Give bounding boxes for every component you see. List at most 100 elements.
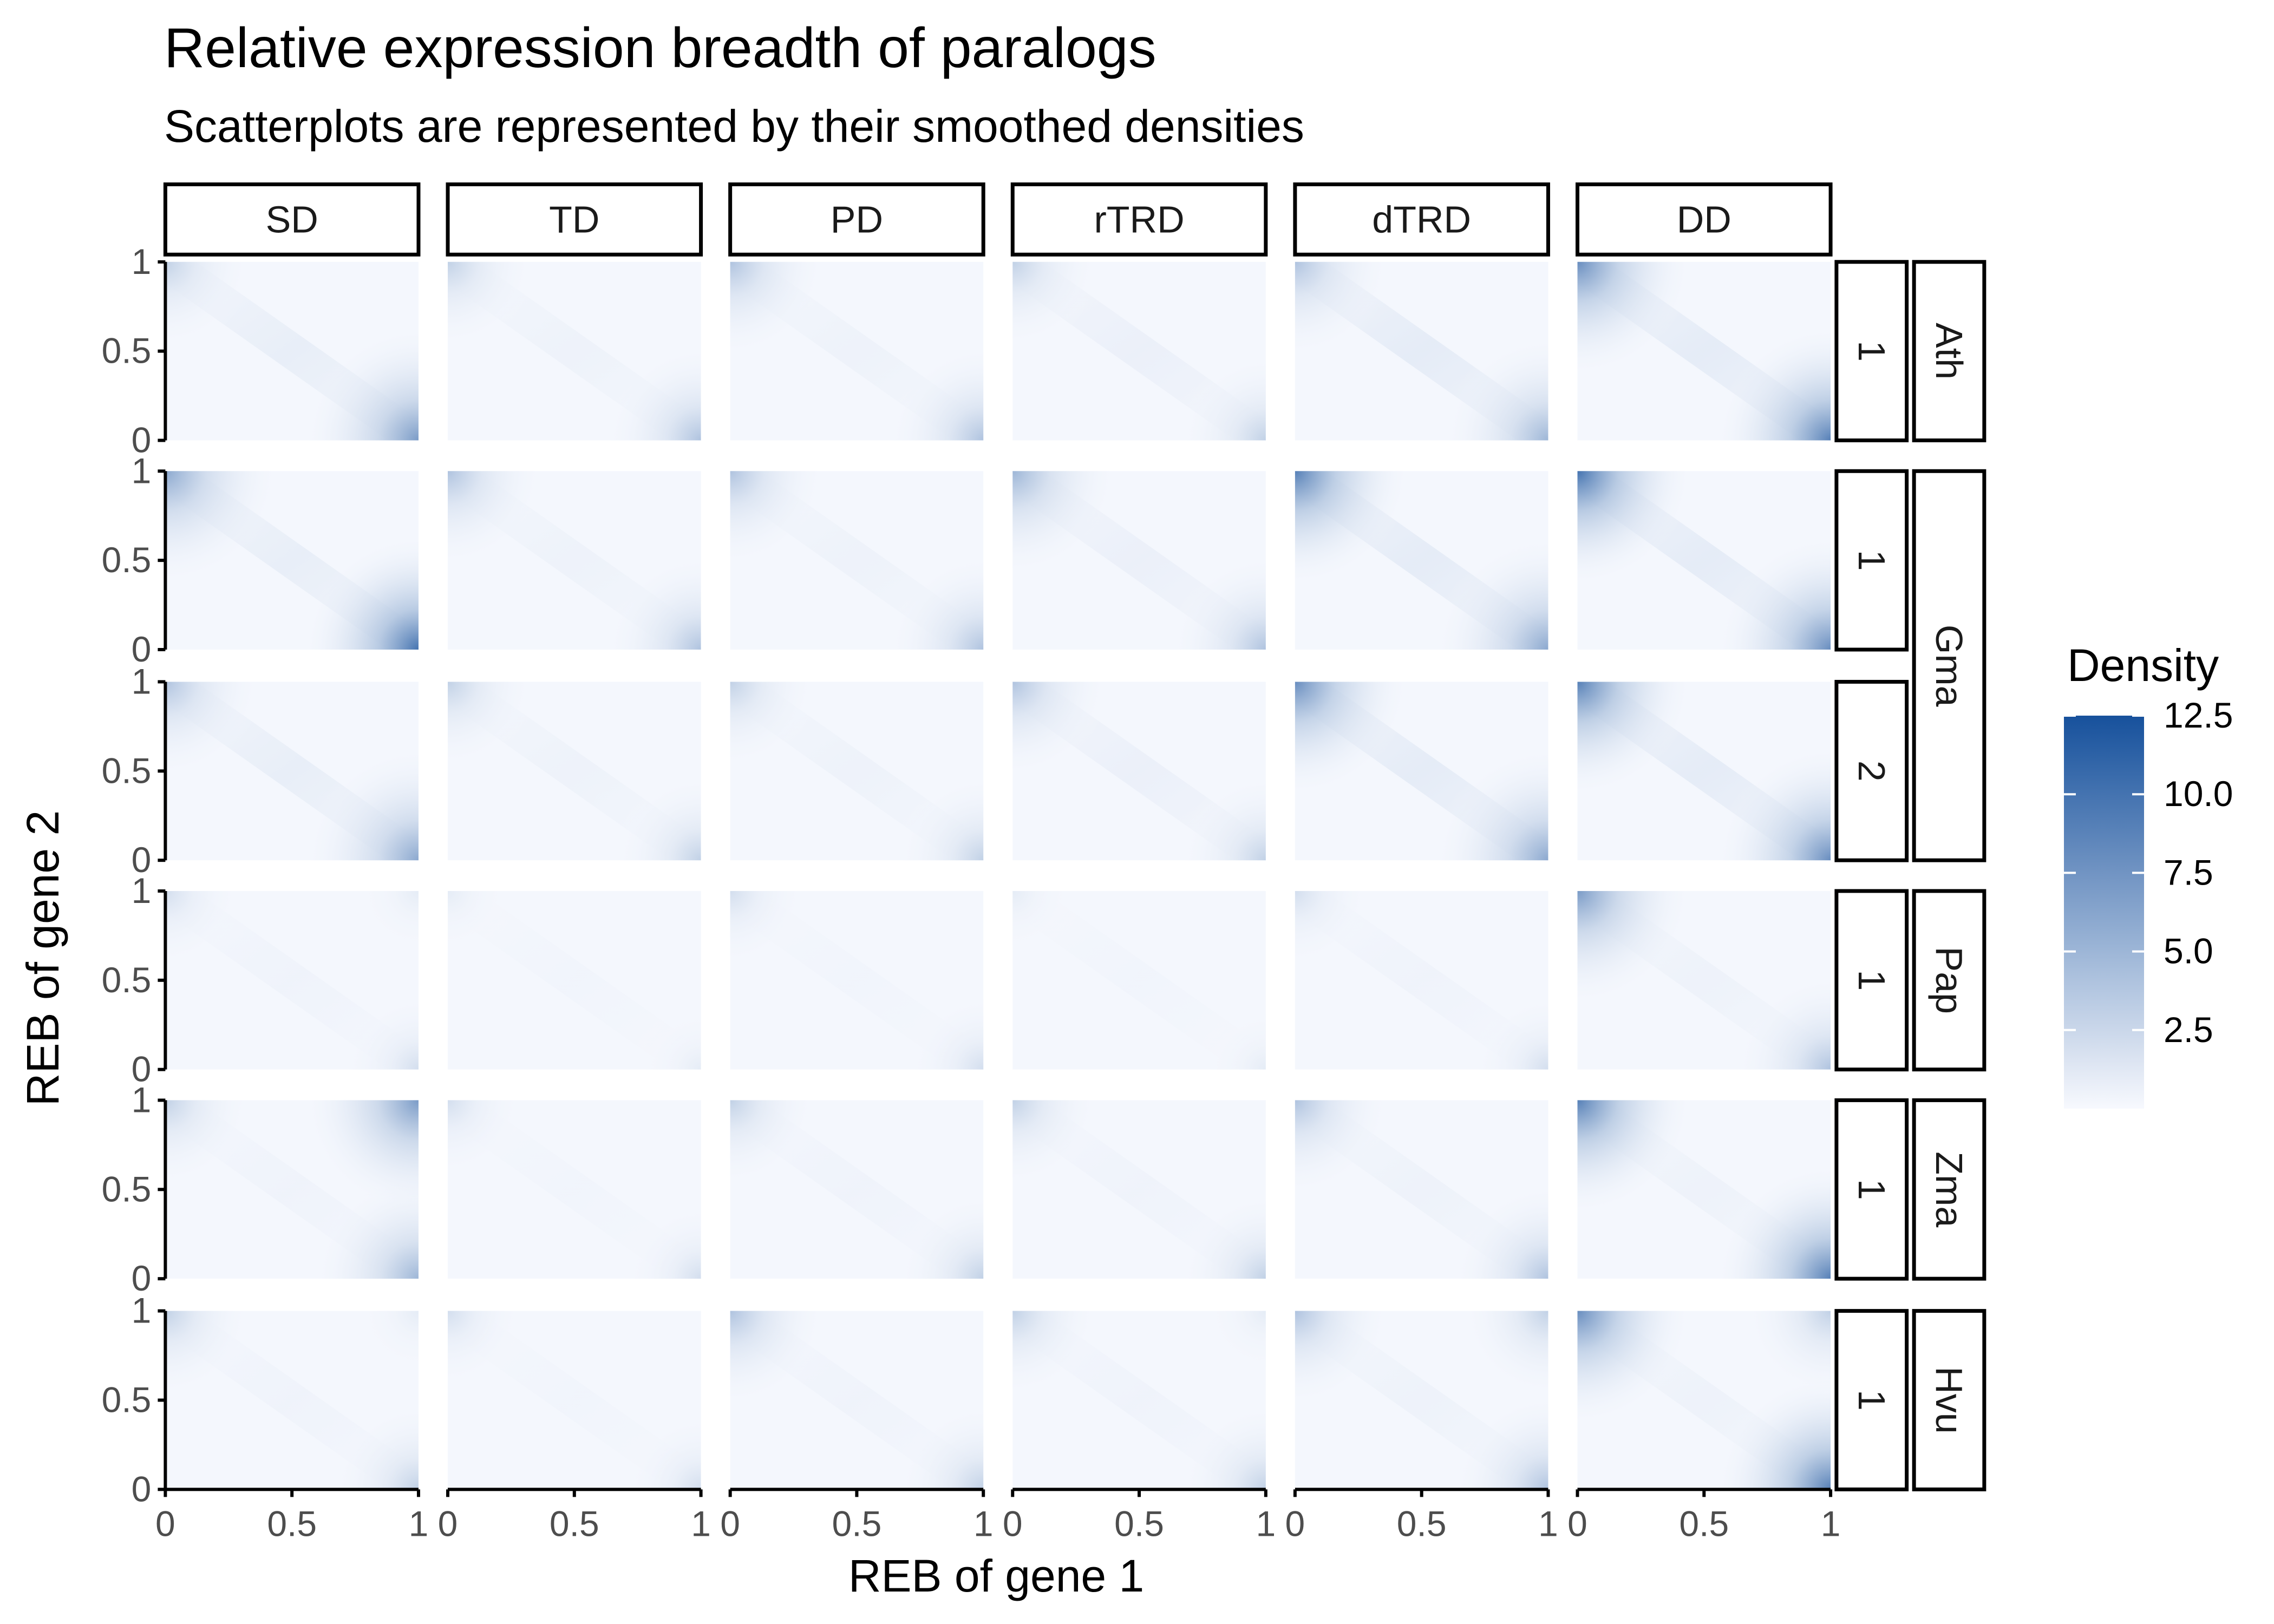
density-legend: Density 2.5 5.0 7.5 10.0 12.5 [2064,640,2233,1109]
density-peak-top-left [1295,890,1376,972]
y-tick-label: 0.5 [102,960,152,1000]
density-peak-top-left [1295,261,1394,361]
y-tick-label: 0.5 [102,331,152,371]
strip-box [1912,889,1987,1072]
panel-rTRD-Hvu-1 [1012,1311,1266,1490]
y-tick-label: 1 [132,870,152,911]
density-peak-top-left [730,890,811,972]
panel-rTRD-Gma-1 [1012,471,1266,650]
y-tick-label: 0 [132,629,152,669]
y-axis-row-3: 00.51 [102,870,167,1089]
cluster-strip-Ath-1: 1 [1834,260,1909,443]
panel-SD-Gma-2 [165,682,419,861]
x-tick-label: 0.5 [1679,1503,1729,1543]
x-axis-rTRD: 0 0.5 1 [1003,1488,1276,1543]
density-peak-bottom-right [885,342,984,441]
density-peak-bottom-right [894,1189,984,1279]
strip-box [1834,889,1909,1072]
y-tick-label: 0.5 [102,1379,152,1419]
species-strip-Pap: Pap [1912,889,1987,1072]
cluster-strip-Gma-2: 2 [1834,679,1909,862]
density-peak-top-right [1741,1311,1831,1400]
density-peak-top-left [448,682,537,771]
x-tick-label: 0 [438,1503,458,1543]
density-peak-bottom-right [1714,324,1831,441]
density-peak-top-left [730,261,828,361]
panel-TD-Pap-1 [448,890,701,1070]
density-peak-bottom-right [1714,533,1831,650]
density-peak-top-left [165,1311,255,1400]
panel-dTRD-Hvu-1 [1295,1311,1548,1490]
panel-DD-Hvu-1 [1577,1311,1831,1490]
density-peak-top-left [1577,682,1694,798]
x-tick-label: 1 [1538,1503,1558,1543]
species-strip-label: Hvu [1928,1366,1970,1433]
density-peak-top-right [1194,1311,1266,1383]
column-strip-label: rTRD [1094,198,1184,240]
column-strip-label: TD [549,198,599,240]
density-peak-bottom-right [603,551,701,650]
density-peak-top-left [165,261,255,351]
density-peak-bottom-right [1177,771,1266,861]
panel-DD-Gma-1 [1577,471,1831,650]
y-tick-label: 1 [132,1079,152,1119]
density-peak-top-right [1459,1311,1548,1400]
density-peak-top-left [1577,1311,1694,1427]
x-tick-label: 0 [1285,1503,1305,1543]
x-tick-label: 1 [973,1503,994,1543]
species-strip-Hvu: Hvu [1912,1309,1987,1491]
strip-box [1834,1309,1909,1491]
column-strip-label: SD [266,198,318,240]
density-peak-top-left [448,471,546,569]
legend-tick-label: 12.5 [2164,695,2233,735]
panel-PD-Gma-2 [730,682,984,861]
x-tick-label: 0.5 [1114,1503,1164,1543]
panel-DD-Gma-2 [1577,682,1831,861]
strip-box [1912,1098,1987,1281]
legend-tick-label: 7.5 [2164,852,2213,892]
x-tick-label: 0 [1567,1503,1587,1543]
density-peak-top-left [1012,471,1120,579]
density-peak-top-left [448,1311,528,1391]
strip-box [1912,1309,1987,1491]
density-peak-top-left [1012,682,1111,780]
species-strip-label: Ath [1928,323,1970,379]
density-peak-bottom-right [620,1198,701,1279]
panel-dTRD-Pap-1 [1295,890,1548,1070]
density-peak-bottom-right [894,771,984,861]
strip-box [1912,469,1987,862]
strip-box [1834,469,1909,652]
x-axis-SD: 0 0.5 1 [155,1488,428,1543]
density-peak-top-left [1295,682,1412,798]
column-strip-DD: DD [1576,182,1833,257]
density-peak-top-right [302,1100,419,1216]
panel-rTRD-Gma-2 [1012,682,1266,861]
x-tick-label: 0.5 [832,1503,882,1543]
density-peak-top-left [448,890,519,962]
cluster-strip-label: 1 [1851,970,1893,991]
density-peak-bottom-right [302,533,419,650]
column-strip-dTRD: dTRD [1293,182,1550,257]
density-peak-top-left [165,1100,255,1190]
density-peak-bottom-right [903,989,984,1070]
x-tick-label: 1 [691,1503,711,1543]
strip-box [1576,182,1833,257]
density-peak-top-left [730,1100,820,1190]
panel-DD-Ath-1 [1577,261,1831,441]
density-peak-top-left [1295,471,1412,587]
diagonal-band [1012,890,1266,1070]
panel-PD-Gma-1 [730,471,984,650]
y-axis-row-5: 00.51 [102,1291,167,1509]
density-peak-top-left [1577,471,1694,587]
x-tick-label: 0 [1003,1503,1023,1543]
density-peak-top-left [1577,261,1694,378]
diagonal-band [448,890,701,1070]
species-strip-Ath: Ath [1912,260,1987,443]
density-peak-bottom-right [1177,1400,1266,1490]
density-peak-bottom-right [302,744,419,861]
x-tick-label: 0 [155,1503,175,1543]
species-strip-Zma: Zma [1912,1098,1987,1281]
density-peak-top-left [730,1311,828,1409]
y-tick-label: 0.5 [102,1169,152,1209]
row-strips: 1 1 2 1 1 1 Ath Gma Pap Zma Hvu [1834,260,1987,1491]
